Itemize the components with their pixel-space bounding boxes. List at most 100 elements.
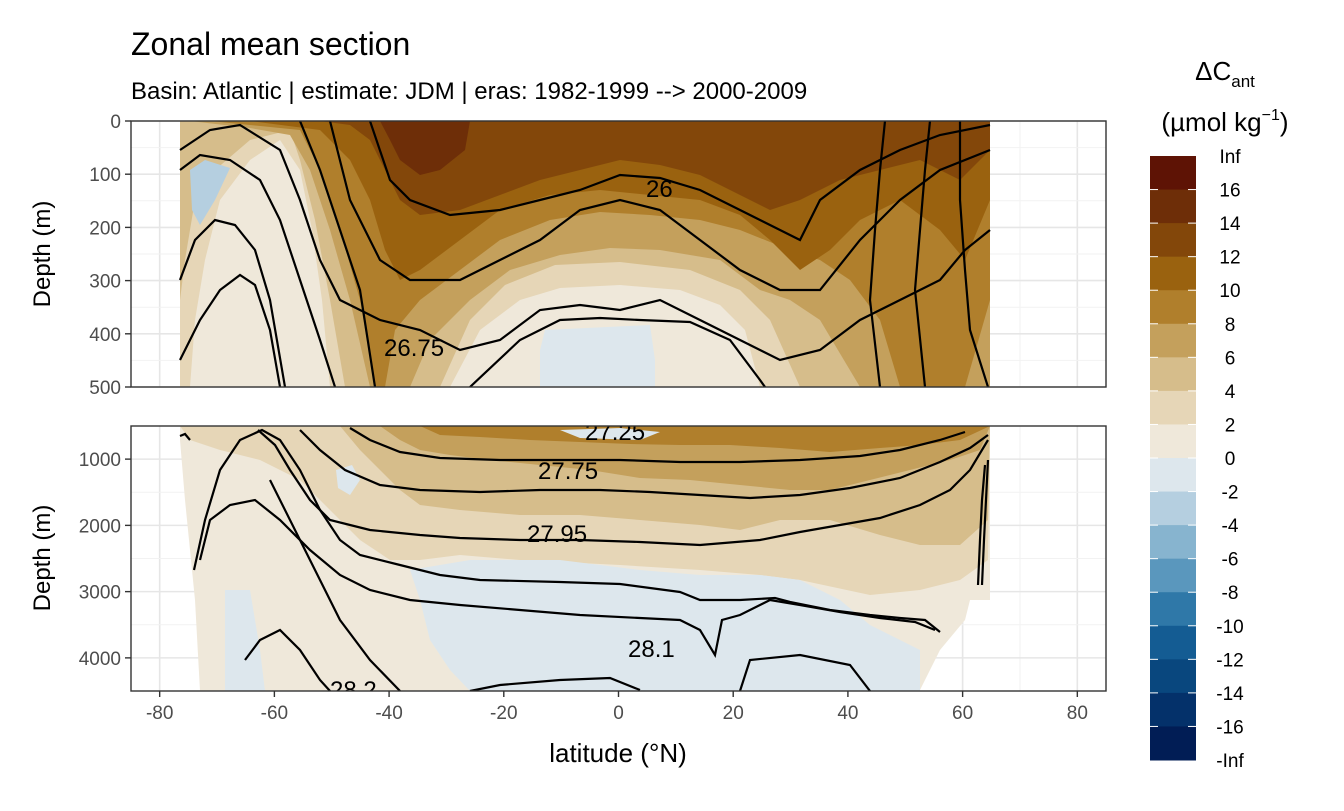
upper-contour-11 bbox=[958, 121, 990, 387]
x-tick-label: -80 bbox=[146, 703, 173, 724]
lower-contour-10 bbox=[738, 653, 871, 691]
y-tick-label: 0 bbox=[110, 112, 121, 133]
x-tick-label: -20 bbox=[490, 703, 517, 724]
legend-label: -12 bbox=[1216, 650, 1243, 671]
legend-label: 16 bbox=[1219, 181, 1240, 202]
legend-swatch bbox=[1150, 424, 1196, 459]
y-tick-label: 500 bbox=[89, 378, 121, 399]
contour-label-28-1: 28.1 bbox=[628, 636, 675, 663]
x-tick-label: 0 bbox=[613, 703, 624, 724]
legend-label: 4 bbox=[1225, 382, 1236, 403]
y-tick-label: 100 bbox=[89, 165, 121, 186]
legend-label: -Inf bbox=[1216, 751, 1244, 772]
legend-swatch bbox=[1150, 223, 1196, 258]
legend-swatch bbox=[1150, 558, 1196, 593]
lower-blue-patch-4 bbox=[560, 428, 660, 440]
upper-layer-14to16 bbox=[380, 121, 470, 175]
legend-swatch bbox=[1150, 357, 1196, 392]
lower-contour-5 bbox=[349, 427, 966, 464]
upper-contour-10 bbox=[913, 121, 932, 387]
legend-swatch bbox=[1150, 256, 1196, 291]
x-tick-label: 40 bbox=[837, 703, 858, 724]
chart-title: Zonal mean section bbox=[131, 26, 410, 62]
legend-swatch bbox=[1150, 458, 1196, 493]
legend-swatch bbox=[1150, 692, 1196, 727]
legend-swatch bbox=[1150, 592, 1196, 627]
legend-swatch bbox=[1150, 156, 1196, 191]
chart-subtitle: Basin: Atlantic | estimate: JDM | eras: … bbox=[131, 78, 807, 105]
x-axis-label: latitude (°N) bbox=[549, 738, 687, 768]
contour-label-27-75: 27.75 bbox=[538, 458, 598, 485]
contour-label-28-2: 28.2 bbox=[330, 677, 377, 704]
upper-contour-6 bbox=[368, 121, 991, 242]
lower-contour-4 bbox=[299, 429, 989, 500]
lower-contour-12 bbox=[980, 459, 990, 586]
contour-label-27-95: 27.95 bbox=[527, 521, 587, 548]
legend-swatch bbox=[1150, 290, 1196, 325]
lower-contour-6 bbox=[198, 498, 936, 659]
legend-label: 10 bbox=[1219, 281, 1240, 302]
y-tick-label: 200 bbox=[89, 218, 121, 239]
legend-label: -16 bbox=[1216, 717, 1243, 738]
y-axis-label-upper: Depth (m) bbox=[29, 201, 56, 308]
legend-label: 12 bbox=[1219, 248, 1240, 269]
legend-label: 14 bbox=[1219, 214, 1241, 235]
upper-contour-2 bbox=[179, 153, 337, 387]
y-axis-label-lower: Depth (m) bbox=[29, 505, 56, 612]
legend-label: -2 bbox=[1222, 483, 1239, 504]
y-tick-label: 300 bbox=[89, 272, 121, 293]
upper-layer-12to14 bbox=[320, 121, 990, 215]
lower-panel-field: 27.25 27.75 27.95 28.1 28.2 bbox=[179, 419, 990, 704]
legend-swatch bbox=[1150, 491, 1196, 526]
lower-blue-patch-1 bbox=[410, 560, 920, 691]
legend-swatch bbox=[1150, 189, 1196, 224]
y-tick-label: 3000 bbox=[79, 583, 121, 604]
legend-label: 0 bbox=[1225, 449, 1236, 470]
y-tick-label: 2000 bbox=[79, 516, 121, 537]
legend-swatch bbox=[1150, 525, 1196, 560]
legend-label: -8 bbox=[1222, 583, 1239, 604]
upper-contour-4 bbox=[179, 273, 282, 387]
x-tick-label: -40 bbox=[375, 703, 402, 724]
x-tick-label: -60 bbox=[261, 703, 288, 724]
upper-contour-8 bbox=[298, 121, 377, 387]
y-tick-label: 400 bbox=[89, 325, 121, 346]
legend-swatch bbox=[1150, 390, 1196, 425]
lower-contour-1 bbox=[179, 432, 191, 441]
legend-swatch bbox=[1150, 659, 1196, 694]
color-legend: ΔCant (µmol kg−1) Inf 16 14 12 10 8 6 4 2 0 -2 -4 -6… bbox=[1150, 56, 1289, 772]
legend-swatch bbox=[1150, 726, 1196, 761]
contour-label-26-75: 26.75 bbox=[384, 335, 444, 362]
x-tick-label: 60 bbox=[952, 703, 973, 724]
lower-layer-8to10 bbox=[420, 426, 990, 452]
lower-contour-8 bbox=[244, 628, 331, 691]
legend-swatch bbox=[1150, 323, 1196, 358]
upper-panel-field: 26 26.75 bbox=[178, 121, 991, 387]
lower-blue-patch-3 bbox=[336, 465, 360, 495]
upper-contour-3 bbox=[178, 218, 287, 387]
upper-contour-1 bbox=[179, 123, 991, 362]
contour-label-26: 26 bbox=[646, 176, 673, 203]
legend-label: -4 bbox=[1222, 516, 1239, 537]
contour-label-27-25: 27.25 bbox=[585, 419, 645, 446]
upper-blue-patch-1 bbox=[540, 325, 655, 387]
legend-label: Inf bbox=[1219, 147, 1241, 168]
legend-label: 8 bbox=[1225, 315, 1236, 336]
x-tick-label: 80 bbox=[1067, 703, 1088, 724]
upper-contour-7 bbox=[469, 316, 766, 387]
upper-contour-9 bbox=[868, 121, 887, 387]
legend-swatch bbox=[1150, 625, 1196, 660]
lower-blue-patch-2 bbox=[225, 590, 265, 691]
legend-label: -10 bbox=[1216, 617, 1243, 638]
legend-label: 2 bbox=[1225, 415, 1236, 436]
lower-contour-7 bbox=[269, 479, 401, 691]
upper-blue-patch-2 bbox=[190, 160, 230, 225]
upper-contour-5 bbox=[328, 121, 991, 292]
y-tick-label: 1000 bbox=[79, 450, 121, 471]
legend-label: -6 bbox=[1222, 550, 1239, 571]
legend-label: 6 bbox=[1225, 348, 1236, 369]
legend-unit: (µmol kg−1) bbox=[1161, 107, 1288, 137]
x-tick-label: 20 bbox=[723, 703, 744, 724]
